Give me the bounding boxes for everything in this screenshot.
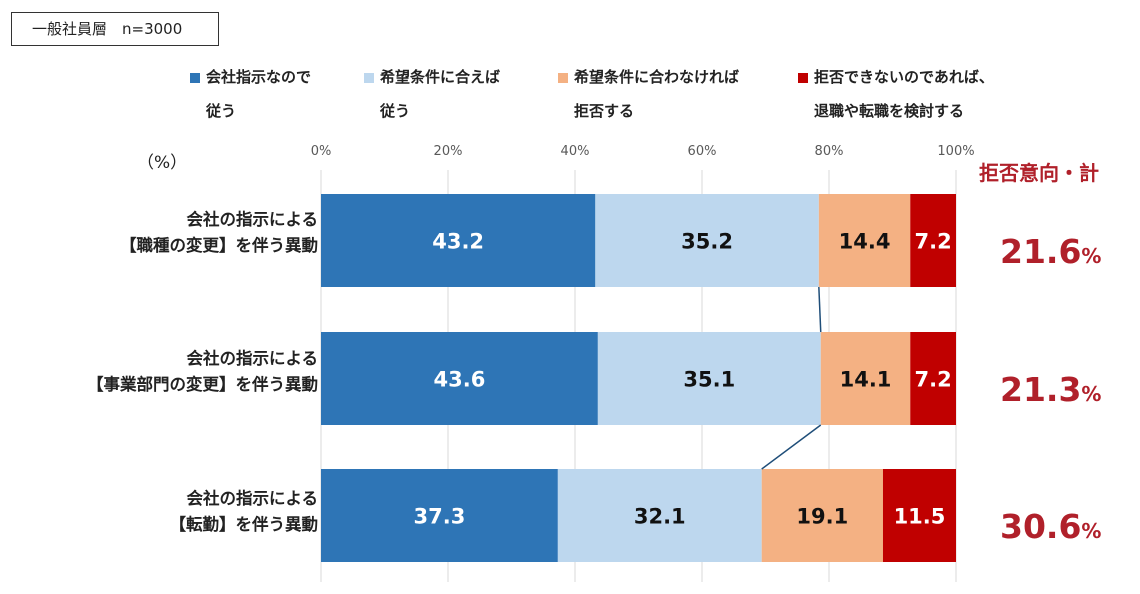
category-label-1: 会社の指示による 【職種の変更】を伴う異動 <box>120 207 318 259</box>
category-label-1-line2: 【職種の変更】を伴う異動 <box>120 233 318 259</box>
data-label-3-series-3: 19.1 <box>796 505 848 529</box>
reject-total-2: 21.3% <box>1000 370 1101 409</box>
data-label-1-series-3: 14.4 <box>839 230 891 254</box>
series-connector-line-1 <box>819 287 821 332</box>
category-label-2: 会社の指示による 【事業部門の変更】を伴う異動 <box>87 346 318 398</box>
x-tick-label-2: 40% <box>561 144 590 159</box>
data-label-2-series-4: 7.2 <box>915 368 952 392</box>
category-label-3: 会社の指示による 【転勤】を伴う異動 <box>170 486 319 538</box>
reject-total-2-value: 21.3 <box>1000 370 1081 409</box>
category-label-2-line1: 会社の指示による <box>87 346 318 372</box>
reject-total-1: 21.6% <box>1000 232 1101 271</box>
reject-total-3-value: 30.6 <box>1000 507 1081 546</box>
x-tick-label-4: 80% <box>815 144 844 159</box>
category-label-2-line2: 【事業部門の変更】を伴う異動 <box>87 372 318 398</box>
x-tick-label-3: 60% <box>688 144 717 159</box>
data-label-1-series-4: 7.2 <box>915 230 952 254</box>
data-label-3-series-1: 37.3 <box>414 505 466 529</box>
category-label-3-line2: 【転勤】を伴う異動 <box>170 512 319 538</box>
series-connector-line-2 <box>762 425 821 469</box>
reject-total-3-unit: % <box>1081 519 1101 543</box>
category-label-1-line1: 会社の指示による <box>120 207 318 233</box>
data-label-2-series-2: 35.1 <box>683 368 735 392</box>
x-tick-label-1: 20% <box>434 144 463 159</box>
reject-total-1-value: 21.6 <box>1000 232 1081 271</box>
reject-total-2-unit: % <box>1081 382 1101 406</box>
category-label-3-line1: 会社の指示による <box>170 486 319 512</box>
data-label-3-series-2: 32.1 <box>634 505 686 529</box>
data-label-3-series-4: 11.5 <box>894 505 946 529</box>
x-tick-label-0: 0% <box>311 144 332 159</box>
data-label-2-series-3: 14.1 <box>840 368 892 392</box>
reject-total-1-unit: % <box>1081 244 1101 268</box>
x-tick-label-5: 100% <box>937 144 974 159</box>
data-label-2-series-1: 43.6 <box>434 368 486 392</box>
data-label-1-series-2: 35.2 <box>681 230 733 254</box>
data-label-1-series-1: 43.2 <box>432 230 484 254</box>
reject-total-3: 30.6% <box>1000 507 1101 546</box>
